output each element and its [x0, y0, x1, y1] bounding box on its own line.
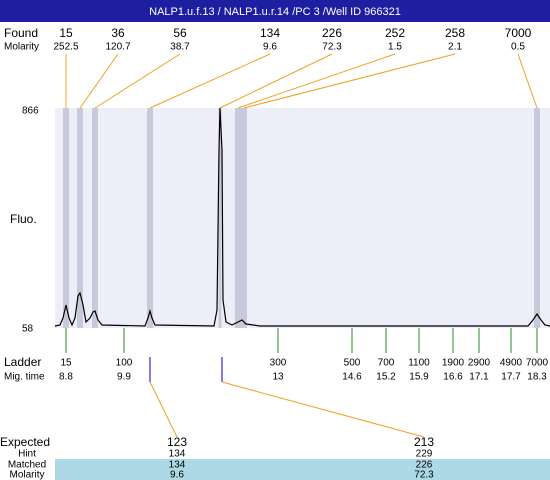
peak-band	[534, 108, 540, 328]
molarity-label: Molarity	[4, 42, 39, 53]
ladder-size: 300	[270, 358, 287, 369]
hint-size: 229	[416, 449, 433, 460]
peak-link	[243, 53, 456, 109]
matched-band	[55, 459, 550, 480]
ladder-size: 700	[378, 358, 395, 369]
ladder-size: 500	[344, 358, 361, 369]
ladder-size: 4900	[500, 358, 523, 369]
y-top-label: 866	[22, 106, 39, 117]
matched-molarity: 9.6	[170, 470, 184, 480]
ladder-size: 100	[116, 358, 133, 369]
found-size: 252	[385, 26, 405, 40]
peak-link	[149, 53, 271, 109]
expected-link	[221, 381, 425, 438]
expected-size: 123	[167, 435, 187, 449]
ladder-time: 14.6	[342, 372, 362, 383]
peak-link	[219, 53, 333, 109]
found-size: 7000	[505, 26, 532, 40]
peak-link	[517, 53, 538, 109]
ladder-size: 1900	[442, 358, 465, 369]
found-molarity: 1.5	[388, 42, 402, 53]
peak-band	[218, 108, 222, 328]
ladder-time: 9.9	[117, 372, 131, 383]
peak-band	[241, 108, 247, 328]
y-bottom-label: 58	[22, 324, 34, 335]
title: NALP1.u.f.13 / NALP1.u.r.14 /PC 3 /Well …	[149, 6, 401, 18]
found-size: 15	[59, 26, 73, 40]
ladder-time: 13	[272, 372, 284, 383]
ladder-time: 17.7	[501, 372, 521, 383]
found-molarity: 120.7	[105, 42, 130, 53]
ladder-label: Ladder	[4, 355, 41, 369]
peak-band	[77, 108, 83, 328]
found-size: 226	[322, 26, 342, 40]
hint-size: 134	[169, 449, 186, 460]
peak-link	[94, 53, 181, 109]
ladder-time: 8.8	[59, 372, 73, 383]
time-label: Mig. time	[4, 372, 45, 383]
peak-link	[237, 53, 396, 109]
matched-molarity: 72.3	[414, 470, 434, 480]
molarity-label: Molarity	[9, 470, 44, 480]
y-label: Fluo.	[10, 212, 37, 226]
peak-band	[63, 108, 69, 328]
ladder-time: 16.6	[443, 372, 463, 383]
found-molarity: 252.5	[53, 42, 78, 53]
peak-band	[92, 108, 98, 328]
found-molarity: 38.7	[170, 42, 190, 53]
found-molarity: 72.3	[322, 42, 342, 53]
found-size: 36	[111, 26, 125, 40]
matched-size: 226	[416, 460, 433, 471]
trace	[54, 107, 550, 327]
ladder-size: 15	[60, 358, 72, 369]
ladder-size: 7000	[526, 358, 549, 369]
ladder-size: 2900	[468, 358, 491, 369]
found-molarity: 2.1	[448, 42, 462, 53]
hint-label: Hint	[18, 449, 36, 460]
ladder-time: 15.2	[376, 372, 396, 383]
expected-link	[149, 381, 178, 438]
ladder-time: 15.9	[409, 372, 429, 383]
found-molarity: 0.5	[511, 42, 525, 53]
found-size: 56	[173, 26, 187, 40]
matched-label: Matched	[8, 460, 46, 471]
found-molarity: 9.6	[263, 42, 277, 53]
expected-label: Expected	[0, 435, 50, 449]
peak-link	[79, 53, 119, 109]
ladder-size: 1100	[408, 358, 430, 369]
ladder-time: 17.1	[469, 372, 489, 383]
matched-size: 134	[169, 460, 186, 471]
expected-size: 213	[414, 435, 434, 449]
title-bar	[0, 0, 550, 22]
found-size: 258	[445, 26, 465, 40]
ladder-time: 18.3	[527, 372, 547, 383]
peak-band	[147, 108, 153, 328]
found-size: 134	[260, 26, 280, 40]
plot-area	[55, 108, 550, 328]
peak-band	[235, 108, 241, 328]
found-label: Found	[4, 26, 38, 40]
